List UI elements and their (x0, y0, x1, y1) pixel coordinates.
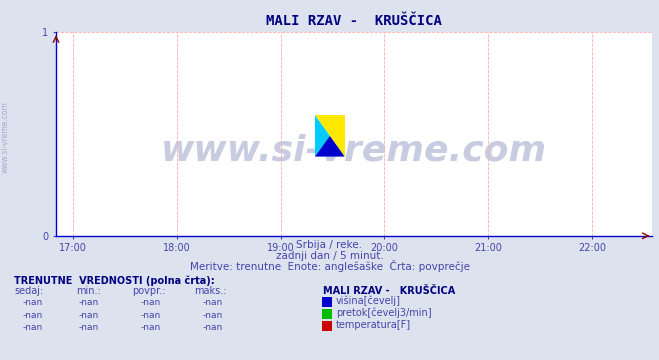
Text: TRENUTNE  VREDNOSTI (polna črta):: TRENUTNE VREDNOSTI (polna črta): (14, 276, 215, 287)
Polygon shape (315, 115, 345, 157)
Text: Meritve: trenutne  Enote: anglešaške  Črta: povprečje: Meritve: trenutne Enote: anglešaške Črta… (190, 260, 469, 272)
Text: -nan: -nan (202, 323, 222, 332)
Title: MALI RZAV -  KRUŠČICA: MALI RZAV - KRUŠČICA (266, 14, 442, 28)
Text: -nan: -nan (23, 323, 43, 332)
Text: višina[čevelj]: višina[čevelj] (336, 295, 401, 306)
Text: -nan: -nan (202, 311, 222, 320)
Text: povpr.:: povpr.: (132, 287, 165, 297)
Text: zadnji dan / 5 minut.: zadnji dan / 5 minut. (275, 251, 384, 261)
Text: www.si-vreme.com: www.si-vreme.com (1, 101, 10, 173)
Polygon shape (315, 115, 330, 157)
Text: -nan: -nan (23, 298, 43, 307)
Text: min.:: min.: (76, 287, 101, 297)
Text: sedaj:: sedaj: (14, 287, 43, 297)
Text: Srbija / reke.: Srbija / reke. (297, 240, 362, 251)
Text: maks.:: maks.: (194, 287, 227, 297)
Text: -nan: -nan (79, 311, 99, 320)
Text: -nan: -nan (79, 298, 99, 307)
Text: temperatura[F]: temperatura[F] (336, 320, 411, 330)
Text: -nan: -nan (79, 323, 99, 332)
Text: -nan: -nan (140, 311, 160, 320)
Text: pretok[čevelj3/min]: pretok[čevelj3/min] (336, 307, 432, 318)
Text: -nan: -nan (202, 298, 222, 307)
Text: -nan: -nan (23, 311, 43, 320)
Text: -nan: -nan (140, 298, 160, 307)
Text: MALI RZAV -   KRUŠČICA: MALI RZAV - KRUŠČICA (323, 287, 455, 297)
Text: -nan: -nan (140, 323, 160, 332)
Polygon shape (315, 136, 345, 157)
Text: www.si-vreme.com: www.si-vreme.com (161, 133, 547, 167)
